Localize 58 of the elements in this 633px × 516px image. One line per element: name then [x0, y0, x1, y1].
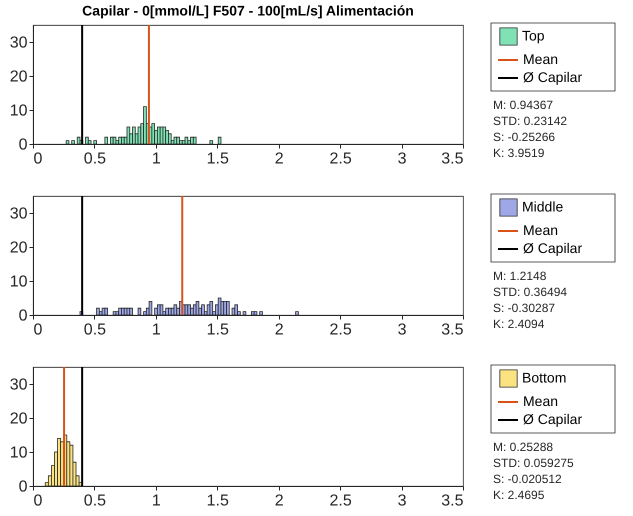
- y-tick-label: 0: [18, 136, 28, 154]
- x-tick-label: 3.5: [441, 492, 464, 510]
- x-tick-label: 2: [274, 150, 284, 168]
- x-tick-label: 0.5: [84, 492, 106, 510]
- legend-label: Ø Capilar: [523, 411, 582, 427]
- legend-label: Top: [522, 28, 545, 44]
- x-tick-label: 3.5: [441, 150, 464, 168]
- x-tick-label: 1.5: [206, 150, 230, 168]
- x-tick-label: 1: [152, 150, 161, 168]
- x-tick-label: 2.5: [330, 492, 352, 510]
- y-tick-label: 0: [18, 308, 28, 324]
- x-tick-label: 1: [152, 492, 161, 510]
- y-tick-label: 30: [10, 206, 28, 222]
- x-tick-label: 3: [398, 492, 407, 510]
- x-tick-label: 3: [398, 150, 407, 168]
- legend-label: Mean: [523, 222, 558, 238]
- legend-label: Ø Capilar: [523, 240, 582, 256]
- text: M: 1.2148: [493, 269, 547, 283]
- x-tick-label: 0: [34, 150, 42, 168]
- x-tick-label: 0: [34, 322, 42, 338]
- text: K: 2.4695: [493, 488, 545, 502]
- x-tick-label: 0.5: [84, 322, 106, 338]
- legend-label: Mean: [523, 51, 558, 67]
- x-tick-label: 1.5: [206, 322, 230, 338]
- legend-label: Mean: [523, 393, 558, 409]
- chart-title: Capilar - 0[mmol/L] F507 - 100[mL/s] Alimentación: [82, 2, 414, 19]
- y-tick-label: 20: [10, 240, 28, 256]
- x-tick-label: 1: [152, 322, 161, 338]
- text: STD: 0.23142: [493, 114, 568, 128]
- x-tick-label: 3.5: [441, 322, 464, 338]
- y-tick-label: 30: [10, 34, 28, 52]
- y-tick-label: 20: [10, 410, 28, 428]
- x-tick-label: 2.5: [330, 150, 352, 168]
- text: M: 0.25288: [493, 440, 554, 454]
- legend-label: Bottom: [522, 370, 566, 386]
- text: K: 3.9519: [493, 146, 545, 160]
- text: M: 0.94367: [493, 98, 554, 112]
- x-tick-label: 0.5: [84, 150, 106, 168]
- y-tick-label: 10: [10, 274, 28, 290]
- y-tick-label: 10: [10, 444, 28, 462]
- x-tick-label: 2.5: [330, 322, 352, 338]
- x-tick-label: 3: [398, 322, 407, 338]
- x-tick-label: 1.5: [206, 492, 230, 510]
- y-tick-label: 20: [10, 68, 28, 86]
- legend-label: Middle: [522, 198, 564, 214]
- text: S: -0.30287: [493, 301, 556, 315]
- text: K: 2.4094: [493, 317, 545, 331]
- y-tick-label: 10: [10, 102, 28, 120]
- x-tick-label: 2: [274, 322, 284, 338]
- y-tick-label: 0: [18, 478, 28, 496]
- text: S: -0.25266: [493, 130, 556, 144]
- text: STD: 0.36494: [493, 285, 568, 299]
- text: S: -0.020512: [493, 472, 562, 486]
- x-tick-label: 2: [274, 492, 284, 510]
- x-tick-label: 0: [34, 492, 42, 510]
- text: STD: 0.059275: [493, 456, 574, 470]
- y-tick-label: 30: [10, 376, 28, 394]
- legend-label: Ø Capilar: [523, 69, 582, 85]
